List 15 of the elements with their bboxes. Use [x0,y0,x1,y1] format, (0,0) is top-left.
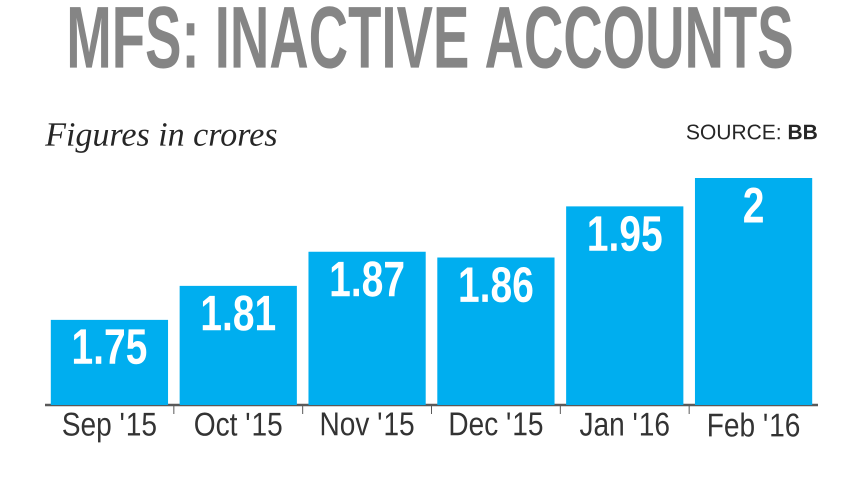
x-tick-label: Sep '15 [63,412,156,442]
x-tick-label: Dec '15 [450,412,542,436]
chart-title: MFS: INACTIVE ACCOUNTS [70,6,792,68]
data-label: 1.81 [202,295,276,331]
data-label: 1.86 [460,266,532,302]
data-label: 2 [744,188,763,222]
data-label: 1.95 [589,216,662,252]
x-tick-label: Feb '16 [709,412,800,437]
text: Figures in crores [45,123,276,153]
data-label: 1.75 [74,329,146,364]
source-note: SOURCE: BB [686,124,817,140]
x-tick-label: Oct '15 [195,412,282,436]
data-label: 1.87 [332,261,404,297]
x-tick-label: Jan '16 [580,412,669,436]
x-tick-label: Nov '15 [322,412,414,436]
